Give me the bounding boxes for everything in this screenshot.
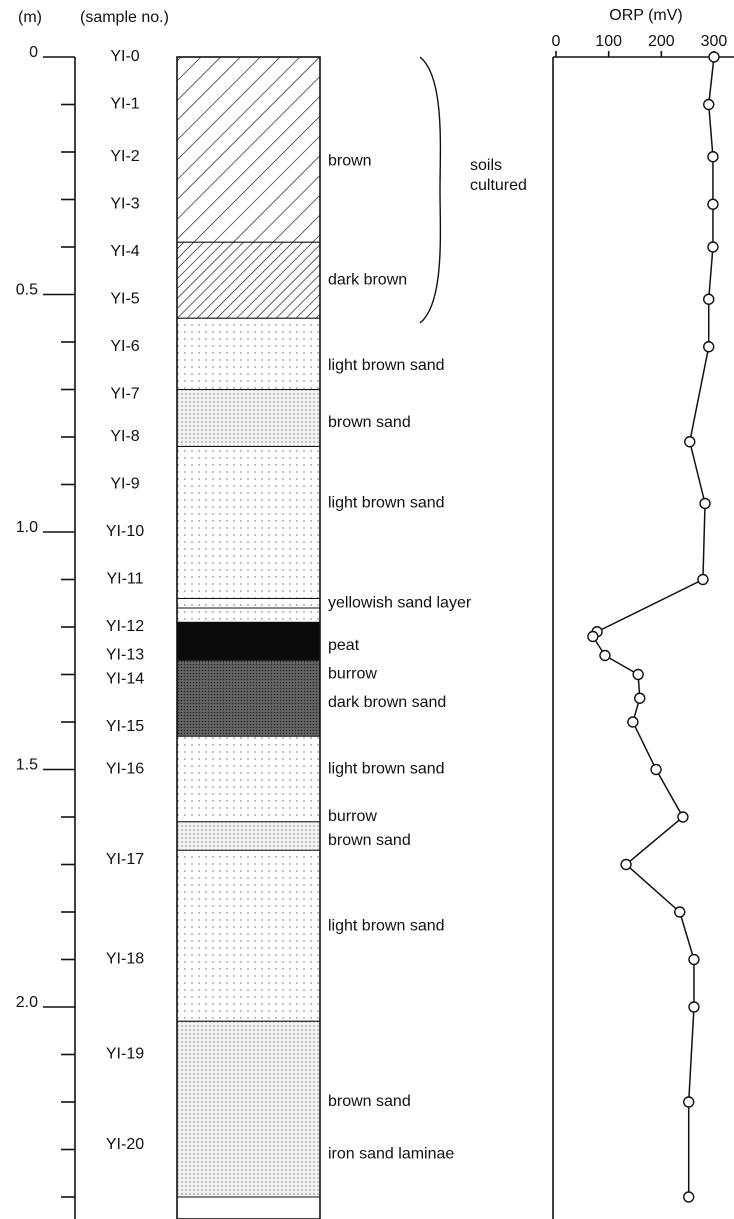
orp-point <box>707 241 719 253</box>
layer-description: light brown sand <box>328 495 445 512</box>
layer-description: brown sand <box>328 832 411 849</box>
sample-label: YI-1 <box>110 96 139 113</box>
layer-description: brown <box>328 153 372 170</box>
sample-label: YI-8 <box>110 428 139 445</box>
layer-description: dark brown <box>328 271 407 288</box>
layer-description: light brown sand <box>328 761 445 778</box>
orp-point <box>683 1096 695 1108</box>
layer <box>176 621 321 661</box>
layer-description: light brown sand <box>328 917 445 934</box>
orp-point <box>703 341 715 353</box>
sample-label: YI-12 <box>106 618 144 635</box>
orp-point <box>587 630 599 643</box>
depth-tick-label: 1.5 <box>16 757 38 774</box>
depth-tick-label: 1.0 <box>16 519 38 536</box>
sample-header: (sample no.) <box>80 9 169 26</box>
orp-point <box>703 293 715 305</box>
sample-label: YI-5 <box>110 290 139 307</box>
sample-label: YI-2 <box>110 148 139 165</box>
sample-label: YI-19 <box>106 1046 144 1063</box>
orp-point <box>699 497 711 510</box>
layer <box>176 56 321 243</box>
sample-label: YI-16 <box>106 761 144 778</box>
orp-point <box>703 98 715 111</box>
sample-label: YI-14 <box>106 670 144 687</box>
orp-title: ORP (mV) <box>609 7 682 24</box>
sample-label: YI-7 <box>110 385 139 402</box>
orp-point <box>650 763 662 776</box>
orp-point <box>674 906 686 918</box>
orp-point <box>627 716 639 728</box>
layer <box>176 598 321 609</box>
orp-point <box>684 436 696 448</box>
orp-tick-label: 200 <box>648 33 675 50</box>
sample-label: YI-3 <box>110 195 139 212</box>
layer-description: burrow <box>328 808 377 825</box>
orp-point <box>620 858 632 871</box>
bracket-label: soils <box>470 157 502 174</box>
layer-description: light brown sand <box>328 357 445 374</box>
orp-point <box>632 668 644 681</box>
depth-tick-label: 0 <box>29 44 38 61</box>
orp-point <box>707 198 719 210</box>
orp-point <box>634 692 646 704</box>
layer-description: brown sand <box>328 414 411 431</box>
orp-tick-label: 100 <box>595 33 622 50</box>
sample-label: YI-18 <box>106 951 144 968</box>
orp-point <box>697 573 709 586</box>
layer <box>176 389 321 447</box>
orp-point <box>599 649 611 662</box>
orp-point <box>707 151 719 163</box>
layer-description: iron sand laminae <box>328 1145 454 1162</box>
orp-point <box>683 1191 695 1203</box>
sample-label: YI-4 <box>110 243 139 260</box>
depth-axis-label: (m) <box>18 9 42 26</box>
sample-label: YI-10 <box>106 523 144 540</box>
layer-description: burrow <box>328 666 377 683</box>
layer-description: yellowish sand layer <box>328 594 472 611</box>
layer-description: brown sand <box>328 1093 411 1110</box>
sample-label: YI-13 <box>106 647 144 664</box>
orp-point <box>677 811 689 823</box>
depth-tick-label: 2.0 <box>16 994 38 1011</box>
orp-tick-label: 0 <box>552 33 561 50</box>
column-outline <box>176 56 321 1219</box>
layer-description: peat <box>328 637 360 654</box>
orp-tick-label: 300 <box>701 33 728 50</box>
orp-point <box>708 51 720 63</box>
sample-label: YI-17 <box>106 851 144 868</box>
layer <box>176 821 321 851</box>
sample-label: YI-11 <box>106 571 143 588</box>
sample-label: YI-9 <box>110 476 139 493</box>
sample-label: YI-20 <box>106 1136 144 1153</box>
sample-label: YI-15 <box>106 718 144 735</box>
layer <box>176 241 321 319</box>
depth-tick-label: 0.5 <box>16 282 38 299</box>
sample-label: YI-0 <box>110 48 139 65</box>
sample-label: YI-6 <box>110 338 139 355</box>
layer <box>176 1020 321 1198</box>
bracket-label: cultured <box>470 177 527 194</box>
bracket <box>419 56 442 324</box>
orp-line <box>591 56 715 1197</box>
layer <box>176 659 321 737</box>
orp-point <box>688 1001 700 1013</box>
orp-point <box>688 953 700 966</box>
layer-description: dark brown sand <box>328 694 446 711</box>
